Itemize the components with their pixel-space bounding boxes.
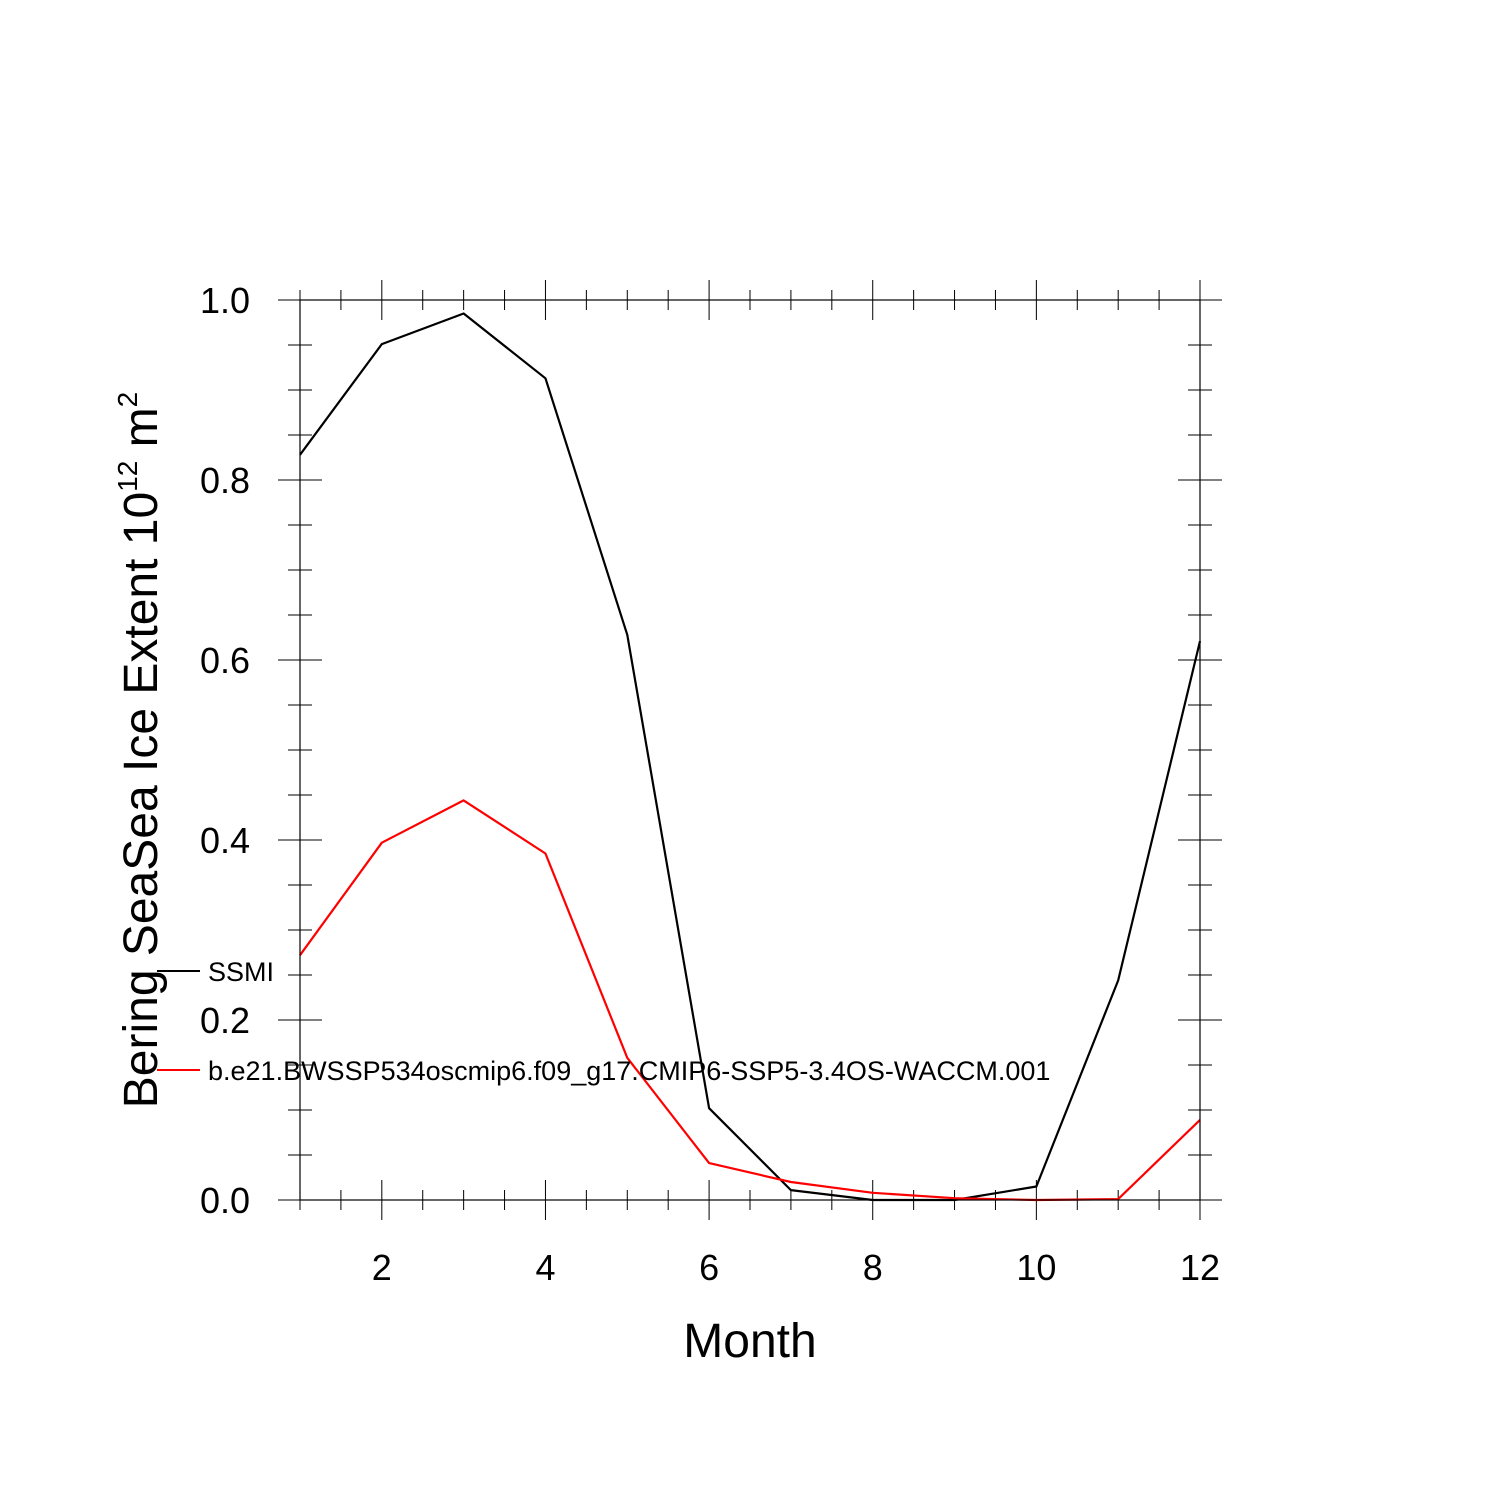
x-tick-label: 2 (372, 1247, 392, 1288)
y-axis-title: Bering SeaSea Ice Extent 1012 m2 (112, 392, 168, 1108)
y-axis-title-unit-exponent: 2 (112, 392, 143, 408)
y-axis-title-main: Bering SeaSea Ice Extent 10 (115, 492, 168, 1108)
plot-frame (299, 299, 1201, 1201)
x-axis-title: Month (683, 1315, 816, 1368)
x-tick-label: 12 (1180, 1247, 1220, 1288)
x-tick-label: 10 (1016, 1247, 1056, 1288)
y-axis-title-exponent: 12 (112, 461, 143, 492)
y-tick-labels: 0.0 0.2 0.4 0.6 0.8 1.0 (200, 280, 250, 1221)
legend-label-model: b.e21.BWSSP534oscmip6.f09_g17.CMIP6-SSP5… (208, 1056, 1050, 1086)
y-tick-label: 0.8 (200, 460, 250, 501)
y-tick-label: 0.0 (200, 1180, 250, 1221)
x-tick-label: 4 (535, 1247, 555, 1288)
y-axis-title-unit: m (115, 407, 168, 460)
y-tick-label: 0.4 (200, 820, 250, 861)
legend: SSMI b.e21.BWSSP534oscmip6.f09_g17.CMIP6… (157, 957, 1050, 1086)
x-tick-label: 6 (699, 1247, 719, 1288)
y-tick-label: 0.6 (200, 640, 250, 681)
legend-label-ssmi: SSMI (208, 957, 274, 987)
x-tick-labels: 2 4 6 8 10 12 (372, 1247, 1220, 1288)
y-tick-label: 0.2 (200, 1000, 250, 1041)
series-line-model (299, 799, 1201, 1202)
series-line-ssmi (299, 312, 1202, 1202)
x-tick-label: 8 (863, 1247, 883, 1288)
axis-ticks (278, 280, 1222, 1220)
y-tick-label: 1.0 (200, 280, 250, 321)
